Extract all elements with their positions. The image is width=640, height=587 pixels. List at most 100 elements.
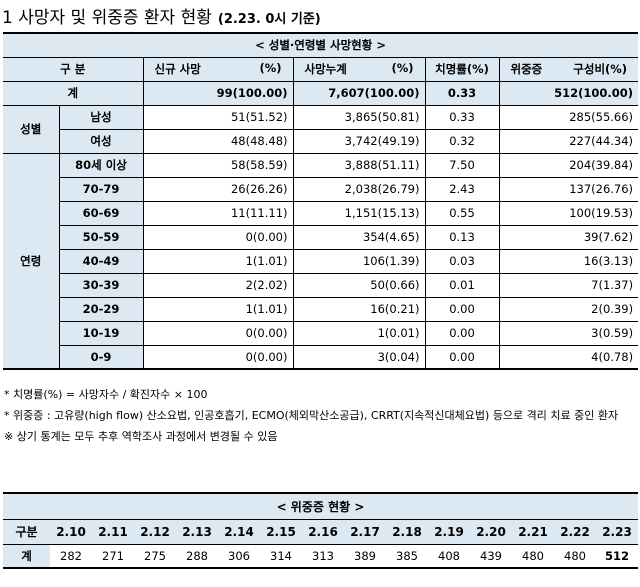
table-row: 성별 남성 51(51.52) 3,865(50.81) 0.33 285(55.66) bbox=[3, 104, 639, 154]
cell-new: 11(11.11) bbox=[142, 200, 294, 226]
cell-severe: 137(26.76) bbox=[498, 176, 639, 202]
table-row: 50-59 0(0.00) 354(4.65) 0.13 39(7.62) bbox=[3, 224, 639, 250]
cell-severe: 204(39.84) bbox=[498, 152, 639, 178]
note-fatality: * 치명률(%) = 사망자수 / 확진자수 × 100 bbox=[4, 388, 208, 401]
date-cell: 2.14 bbox=[218, 519, 260, 545]
table-row: 70-79 26(26.26) 2,038(26.79) 2.43 137(26.76) bbox=[3, 176, 639, 202]
title-main: 1 사망자 및 위중증 환자 현황 bbox=[2, 8, 212, 28]
cell-new: 58(58.59) bbox=[142, 152, 294, 178]
cell-new: 0(0.00) bbox=[142, 320, 294, 346]
value-cell: 288 bbox=[186, 548, 208, 563]
value-cell: 389 bbox=[354, 548, 376, 563]
row-label: 계 bbox=[3, 544, 50, 568]
cell-new: 26(26.26) bbox=[142, 176, 294, 202]
cell-severe: 100(19.53) bbox=[498, 200, 639, 226]
date-cell: 2.20 bbox=[470, 519, 512, 545]
header-cum-deaths: 사망누계 (%) bbox=[292, 56, 426, 82]
footnotes: * 치명률(%) = 사망자수 / 확진자수 × 100 * 위중증 : 고유량… bbox=[4, 384, 636, 447]
date-cell: 2.16 bbox=[302, 519, 344, 545]
table-row: 10-19 0(0.00) 1(0.01) 0.00 3(0.59) bbox=[3, 320, 639, 346]
value-cell: 480 bbox=[564, 548, 586, 563]
date-cell: 2.15 bbox=[260, 519, 302, 545]
date-cell: 2.11 bbox=[92, 519, 134, 545]
cell-cfr: 0.33 bbox=[424, 80, 500, 106]
row-label: 70-79 bbox=[59, 176, 144, 202]
cell-new: 1(1.01) bbox=[142, 296, 294, 322]
table-row: 30-39 2(2.02) 50(0.66) 0.01 7(1.37) bbox=[3, 272, 639, 298]
row-label: 남성 bbox=[58, 104, 144, 130]
value-cell: 408 bbox=[438, 548, 460, 563]
title-date: (2.23. 0시 기준) bbox=[217, 12, 321, 27]
cell-cfr: 0.00 bbox=[424, 296, 500, 322]
table1-header-row: 구 분 신규 사망 (%) 사망누계 (%) 치명률(%) 위중증 구성비(%) bbox=[3, 56, 639, 82]
table-row-total: 계 99(100.00) 7,607(100.00) 0.33 512(100.… bbox=[3, 80, 639, 106]
table-row: 연령 80세 이상 58(58.59) 3,888(51.11) 7.50 204(39.… bbox=[3, 152, 639, 370]
severe-cases-table: < 위중증 현황 > 구분 2.10 2.11 2.12 2.13 2.14 2.15 2.… bbox=[3, 492, 638, 569]
cell-new: 2(2.02) bbox=[142, 272, 294, 298]
date-cell: 2.13 bbox=[176, 519, 218, 545]
header-category: 구 분 bbox=[3, 56, 144, 82]
row-label: 20-29 bbox=[59, 296, 144, 322]
row-label: 60-69 bbox=[59, 200, 144, 226]
cell-cum: 3(0.04) bbox=[292, 344, 426, 370]
deaths-by-sex-age-table: < 성별·연령별 사망현황 > 구 분 신규 사망 (%) 사망누계 (%) 치명률… bbox=[3, 32, 639, 370]
cell-cfr: 0.33 bbox=[424, 104, 500, 130]
table2-value-row: 계 282 271 275 288 306 314 313 389 385 408 439 480 48… bbox=[3, 544, 638, 568]
group-label-age: 연령 bbox=[3, 152, 60, 370]
row-label: 여성 bbox=[59, 128, 144, 154]
cell-new: 1(1.01) bbox=[142, 248, 294, 274]
cell-severe: 2(0.39) bbox=[498, 296, 639, 322]
cell-cum: 16(0.21) bbox=[292, 296, 426, 322]
value-cell: 439 bbox=[480, 548, 502, 563]
value-cell: 306 bbox=[228, 548, 250, 563]
value-cell: 385 bbox=[396, 548, 418, 563]
cell-new: 48(48.48) bbox=[142, 128, 294, 154]
date-cell: 2.12 bbox=[134, 519, 176, 545]
cell-cum: 1(0.01) bbox=[292, 320, 426, 346]
date-cell: 2.18 bbox=[386, 519, 428, 545]
value-cell: 275 bbox=[144, 548, 166, 563]
cell-severe: 4(0.78) bbox=[498, 344, 639, 370]
cell-cum: 106(1.39) bbox=[292, 248, 426, 274]
cell-cfr: 0.32 bbox=[424, 128, 500, 154]
row-label: 계 bbox=[3, 80, 144, 106]
cell-cum: 354(4.65) bbox=[292, 224, 426, 250]
value-cell: 313 bbox=[312, 548, 334, 563]
cell-cum: 50(0.66) bbox=[292, 272, 426, 298]
cell-new: 99(100.00) bbox=[142, 80, 294, 106]
cell-cfr: 0.55 bbox=[424, 200, 500, 226]
date-cell: 2.22 bbox=[554, 519, 596, 545]
date-cell: 2.23 bbox=[596, 519, 638, 545]
table2-date-row: 구분 2.10 2.11 2.12 2.13 2.14 2.15 2.16 2.17 2.18 2… bbox=[3, 519, 638, 545]
cell-severe: 7(1.37) bbox=[498, 272, 639, 298]
cell-cum: 1,151(15.13) bbox=[292, 200, 426, 226]
row-label-header: 구분 bbox=[3, 519, 50, 545]
cell-cfr: 2.43 bbox=[424, 176, 500, 202]
cell-severe: 3(0.59) bbox=[498, 320, 639, 346]
cell-severe: 227(44.34) bbox=[498, 128, 639, 154]
cell-new: 0(0.00) bbox=[142, 224, 294, 250]
value-cell: 282 bbox=[60, 548, 82, 563]
table-row: 0-9 0(0.00) 3(0.04) 0.00 4(0.78) bbox=[3, 344, 639, 370]
value-cell: 271 bbox=[102, 548, 124, 563]
note-severe: * 위중증 : 고유량(high flow) 산소요법, 인공호흡기, ECMO… bbox=[4, 409, 619, 422]
table2-caption: < 위중증 현황 > bbox=[3, 493, 638, 520]
date-cell: 2.19 bbox=[428, 519, 470, 545]
table-row: 60-69 11(11.11) 1,151(15.13) 0.55 100(19.53) bbox=[3, 200, 639, 226]
date-cell: 2.17 bbox=[344, 519, 386, 545]
table-row: 20-29 1(1.01) 16(0.21) 0.00 2(0.39) bbox=[3, 296, 639, 322]
table1-caption: < 성별·연령별 사망현황 > bbox=[3, 32, 639, 58]
date-cell: 2.10 bbox=[50, 519, 92, 545]
cell-cfr: 0.00 bbox=[424, 344, 500, 370]
cell-cum: 3,865(50.81) bbox=[292, 104, 426, 130]
page-title: 1 사망자 및 위중증 환자 현황 (2.23. 0시 기준) bbox=[2, 3, 321, 29]
table-row: 여성 48(48.48) 3,742(49.19) 0.32 227(44.34) bbox=[3, 128, 639, 154]
cell-cfr: 7.50 bbox=[424, 152, 500, 178]
value-cell: 314 bbox=[270, 548, 292, 563]
row-label: 0-9 bbox=[59, 344, 144, 370]
row-label: 50-59 bbox=[59, 224, 144, 250]
row-label: 10-19 bbox=[59, 320, 144, 346]
note-disclaimer: ※ 상기 통계는 모두 추후 역학조사 과정에서 변경될 수 있음 bbox=[4, 430, 278, 443]
row-label: 80세 이상 bbox=[58, 152, 144, 178]
cell-severe: 285(55.66) bbox=[498, 104, 639, 130]
